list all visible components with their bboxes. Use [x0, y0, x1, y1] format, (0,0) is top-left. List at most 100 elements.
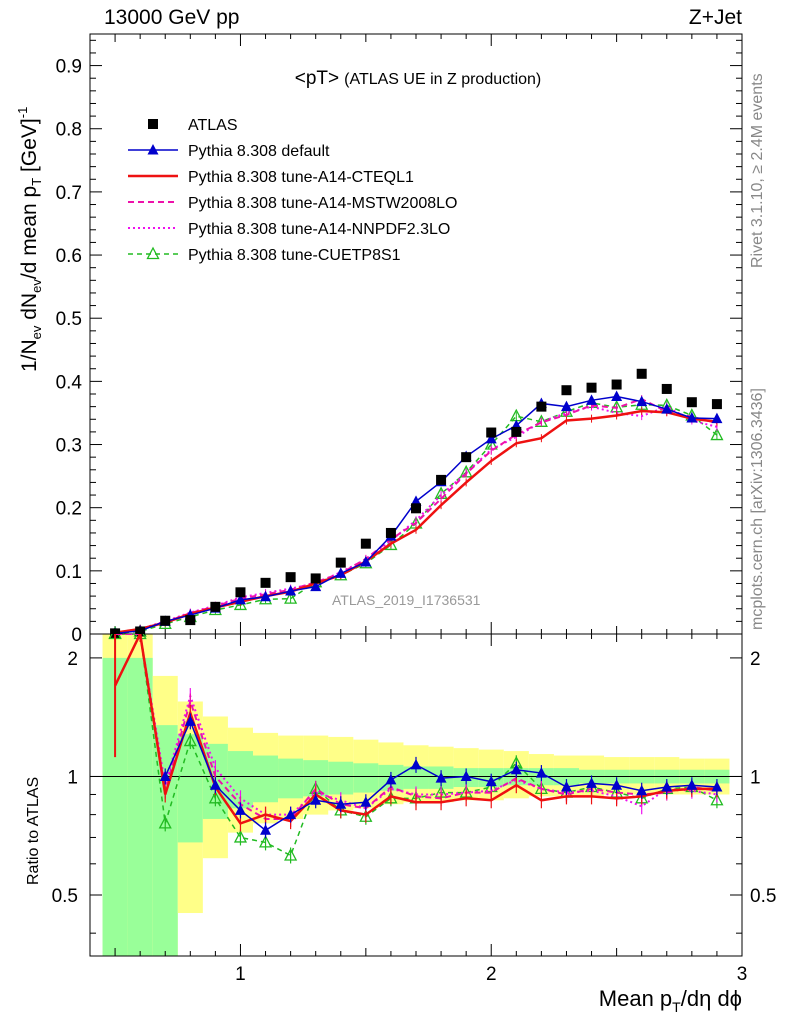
point-atlas	[110, 628, 121, 639]
ratio-point-cuetp8s1	[710, 792, 724, 806]
ratio-y-tick-label-right: 1	[750, 767, 761, 788]
point-atlas	[285, 572, 296, 583]
tick-labels: 0 0.1 0.2 0.3 0.4 0.5 0.6 0.7 0.8 0.9 0.5 0.5 1 1 2 2 1 2…	[52, 57, 777, 985]
y-tick-label: 0.2	[56, 499, 82, 520]
band-inner-bin	[253, 755, 279, 803]
point-atlas	[711, 399, 722, 410]
ratio-point-default	[586, 777, 598, 788]
point-default	[586, 394, 598, 405]
ratio-point-default	[360, 796, 372, 807]
y-tick-label: 0.4	[56, 372, 83, 393]
point-atlas	[586, 382, 597, 393]
y-tick-label: 0.1	[56, 562, 82, 583]
legend-entry-nnpdf: Pythia 8.308 tune-A14-NNPDF2.3LO	[128, 221, 450, 238]
ratio-y-tick-label-right: 2	[750, 649, 761, 670]
ratio-point-cuetp8s1	[183, 733, 197, 747]
point-atlas	[185, 615, 196, 626]
point-default	[485, 432, 497, 444]
ratio-point-default	[260, 824, 272, 835]
y-tick-label: 0.3	[56, 436, 82, 457]
ratio-y-tick-label: 2	[67, 649, 78, 670]
legend-label-nnpdf: Pythia 8.308 tune-A14-NNPDF2.3LO	[188, 221, 450, 238]
ratio-point-default	[485, 775, 497, 787]
rivet-label: Rivet 3.1.10, ≥ 2.4M events	[749, 73, 766, 268]
x-axis-label: Mean pT/dη dϕ	[599, 986, 742, 1015]
legend-label-cteql1: Pythia 8.308 tune-A14-CTEQL1	[188, 169, 414, 186]
point-atlas	[385, 527, 396, 538]
point-atlas	[611, 379, 622, 390]
point-atlas	[636, 368, 647, 379]
point-default	[260, 590, 272, 602]
ratio-point-default	[310, 794, 322, 805]
point-default	[636, 395, 648, 407]
point-default	[360, 556, 372, 567]
ratio-point-default	[711, 781, 723, 792]
point-atlas	[561, 385, 572, 396]
y-tick-label: 0.7	[56, 183, 82, 204]
series-layer	[108, 368, 724, 639]
legend-label-atlas: ATLAS	[188, 117, 238, 134]
band-inner-bin	[127, 657, 153, 956]
legend-entry-mstw: Pythia 8.308 tune-A14-MSTW2008LO	[128, 195, 457, 212]
point-default	[285, 585, 297, 596]
point-default	[410, 495, 422, 506]
series-atlas	[110, 368, 722, 639]
point-atlas	[686, 397, 697, 408]
y-tick-label: 0.9	[56, 57, 82, 78]
point-atlas	[235, 587, 246, 598]
point-atlas	[436, 474, 447, 485]
point-atlas	[536, 401, 547, 412]
legend-entry-cteql1: Pythia 8.308 tune-A14-CTEQL1	[128, 169, 414, 186]
ratio-y-tick-label-right: 0.5	[750, 886, 776, 907]
ratio-point-default	[510, 763, 522, 775]
ratio-point-cuetp8s1	[158, 815, 172, 829]
legend: ATLAS Pythia 8.308 default Pythia 8.308 tu…	[128, 117, 457, 264]
ratio-point-default	[410, 758, 422, 770]
band-inner-bin	[403, 766, 429, 789]
point-default	[234, 593, 246, 605]
ratio-point-default	[560, 781, 572, 792]
y-tick-label: 0.6	[56, 246, 82, 267]
legend-marker-atlas	[148, 119, 158, 129]
axes	[89, 33, 743, 957]
point-atlas	[411, 503, 421, 514]
ratio-point-default	[335, 798, 347, 809]
point-atlas	[135, 626, 146, 637]
point-default	[560, 400, 572, 412]
ratio-point-default	[535, 767, 547, 778]
point-default	[686, 412, 698, 423]
ratio-point-default	[611, 779, 623, 790]
ratio-y-tick-label: 1	[67, 767, 78, 788]
point-atlas	[260, 577, 271, 588]
ratio-point-default	[285, 808, 297, 820]
legend-entry-atlas: ATLAS	[148, 117, 238, 134]
ratio-point-default	[435, 772, 447, 783]
point-atlas	[360, 538, 371, 549]
point-default	[611, 390, 623, 402]
ratio-point-default	[460, 770, 472, 781]
ratio-point-cuetp8s1	[284, 848, 298, 861]
point-atlas	[310, 573, 321, 584]
legend-label-default: Pythia 8.308 default	[188, 143, 330, 160]
ratio-series-default	[159, 713, 723, 839]
ratio-y-axis-label: Ratio to ATLAS	[25, 777, 42, 885]
ratio-point-default	[184, 715, 196, 726]
x-tick-label: 2	[486, 964, 497, 985]
y-tick-label: 0.8	[56, 120, 82, 141]
ratio-series-group	[108, 634, 724, 864]
point-default	[661, 403, 673, 414]
analysis-watermark: ATLAS_2019_I1736531	[332, 592, 481, 608]
point-atlas	[210, 601, 221, 612]
process-label: Z+Jet	[689, 6, 742, 29]
point-default	[711, 412, 723, 424]
ratio-point-default	[636, 784, 648, 796]
ratio-series-layer	[108, 634, 724, 864]
legend-marker-default	[147, 144, 159, 155]
ratio-y-tick-label: 0.5	[52, 886, 78, 907]
y-tick-label: 0.5	[56, 309, 82, 330]
ratio-point-default	[686, 779, 698, 790]
point-atlas	[160, 615, 171, 626]
ratio-point-default	[209, 779, 221, 790]
ratio-point-default	[159, 770, 171, 781]
ratio-point-default	[661, 781, 673, 792]
